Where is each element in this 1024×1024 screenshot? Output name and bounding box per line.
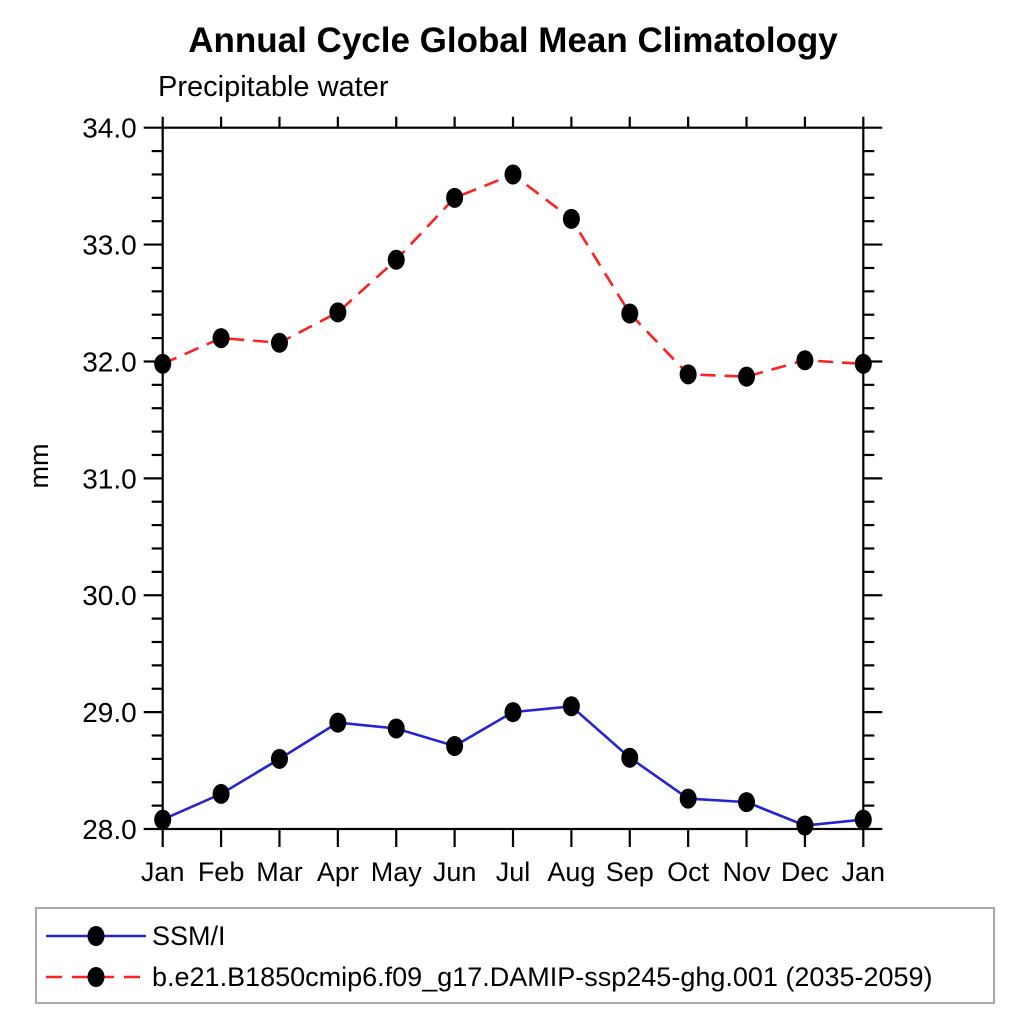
series-1-marker — [738, 366, 756, 387]
series-0-marker — [854, 809, 872, 830]
x-tick-label: Jun — [433, 857, 477, 887]
legend-item-ssmi: SSM/I — [46, 921, 226, 951]
series-0-marker — [387, 718, 405, 739]
legend-item-model: b.e21.B1850cmip6.f09_g17.DAMIP-ssp245-gh… — [46, 962, 933, 992]
y-tick-label: 30.0 — [82, 580, 137, 611]
y-tick-label: 29.0 — [82, 697, 137, 728]
y-tick-label: 33.0 — [82, 230, 137, 261]
x-tick-label: Jul — [496, 857, 531, 887]
y-tick-label: 28.0 — [82, 814, 137, 845]
y-tick-label: 31.0 — [82, 463, 137, 494]
x-tick-label: Sep — [606, 857, 654, 887]
series-1-marker — [446, 187, 464, 208]
series-1-marker — [329, 302, 347, 323]
plot-frame — [161, 126, 865, 831]
chart-title: Annual Cycle Global Mean Climatology — [188, 21, 838, 60]
x-tick-label: Oct — [667, 857, 710, 887]
series-0-marker — [154, 809, 172, 830]
series-1-marker — [854, 353, 872, 374]
series-1-marker — [679, 364, 697, 385]
legend-label-model: b.e21.B1850cmip6.f09_g17.DAMIP-ssp245-gh… — [152, 962, 933, 992]
x-tick-label: Apr — [317, 857, 359, 887]
legend-marker-dot — [87, 967, 105, 987]
chart-subtitle: Precipitable water — [158, 71, 389, 103]
series-0-marker — [562, 696, 580, 717]
plot-area: 28.0 29.0 30.0 31.0 32.0 33.0 34.0 Jan Feb Mar Apr… — [82, 113, 885, 887]
series-0-marker — [621, 747, 639, 768]
x-tick-label: Nov — [723, 857, 772, 887]
x-tick-label: Jan — [842, 857, 886, 887]
series-0-marker — [329, 712, 347, 733]
series-1-marker — [270, 332, 288, 353]
series-line-0 — [162, 704, 864, 827]
y-tick-label: 34.0 — [82, 113, 137, 144]
series-1-marker — [154, 353, 172, 374]
series-1-marker — [621, 303, 639, 324]
x-tick-label: Jan — [141, 857, 185, 887]
series-1-marker — [504, 164, 522, 185]
series-1-marker — [387, 249, 405, 270]
x-tick-label: Mar — [256, 857, 303, 887]
series-0-marker — [270, 748, 288, 769]
x-tick-label: Feb — [198, 857, 245, 887]
legend-marker-dot — [87, 926, 105, 946]
y-axis-label: mm — [24, 444, 54, 489]
series-0-marker — [679, 788, 697, 809]
x-tick-label: May — [371, 857, 423, 887]
series-1-marker — [562, 208, 580, 229]
y-tick-label: 32.0 — [82, 346, 137, 377]
series-0-marker — [504, 702, 522, 723]
x-tick-label: Aug — [547, 857, 595, 887]
series-0-marker — [738, 792, 756, 813]
legend-label-ssmi: SSM/I — [152, 921, 226, 951]
series-0-marker — [446, 736, 464, 757]
series-0-marker — [212, 783, 230, 804]
series-1-marker — [212, 328, 230, 349]
series-1-marker — [796, 350, 814, 371]
legend-border — [35, 907, 995, 1004]
legend: SSM/I b.e21.B1850cmip6.f09_g17.DAMIP-ssp… — [35, 907, 995, 1004]
x-tick-label: Dec — [781, 857, 829, 887]
series-line-1 — [162, 173, 864, 379]
series-0-marker — [796, 815, 814, 836]
